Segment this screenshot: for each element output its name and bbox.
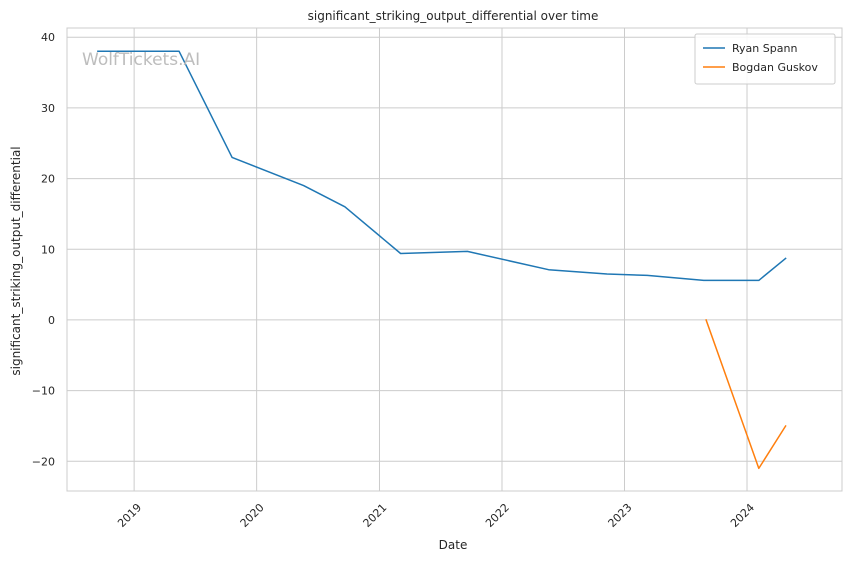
plot-frame (66, 27, 843, 492)
series-lines (97, 50, 787, 470)
y-tick-label: 40 (41, 31, 55, 44)
series-line-bogdan-guskov (705, 318, 787, 470)
y-tick-label: 0 (48, 314, 55, 327)
legend: Ryan Spann Bogdan Guskov (694, 33, 836, 85)
legend-box (694, 33, 836, 85)
y-tick-label: −20 (32, 455, 55, 468)
watermark-text: WolfTickets.AI (82, 50, 200, 70)
chart-title: significant_striking_output_differential… (308, 9, 599, 23)
x-axis-label: Date (439, 538, 468, 552)
plot-area (66, 27, 843, 492)
y-tick-label: −10 (32, 385, 55, 398)
y-tick-label: 10 (41, 243, 55, 256)
y-tick-label: 30 (41, 102, 55, 115)
series-line-ryan-spann (97, 50, 787, 282)
y-tick-label: 20 (41, 173, 55, 186)
legend-label: Ryan Spann (732, 42, 797, 55)
y-axis-ticks: 40 30 20 10 0 −10 −20 (32, 31, 55, 468)
legend-label: Bogdan Guskov (732, 61, 818, 74)
y-axis-label: significant_striking_output_differential (9, 146, 23, 375)
